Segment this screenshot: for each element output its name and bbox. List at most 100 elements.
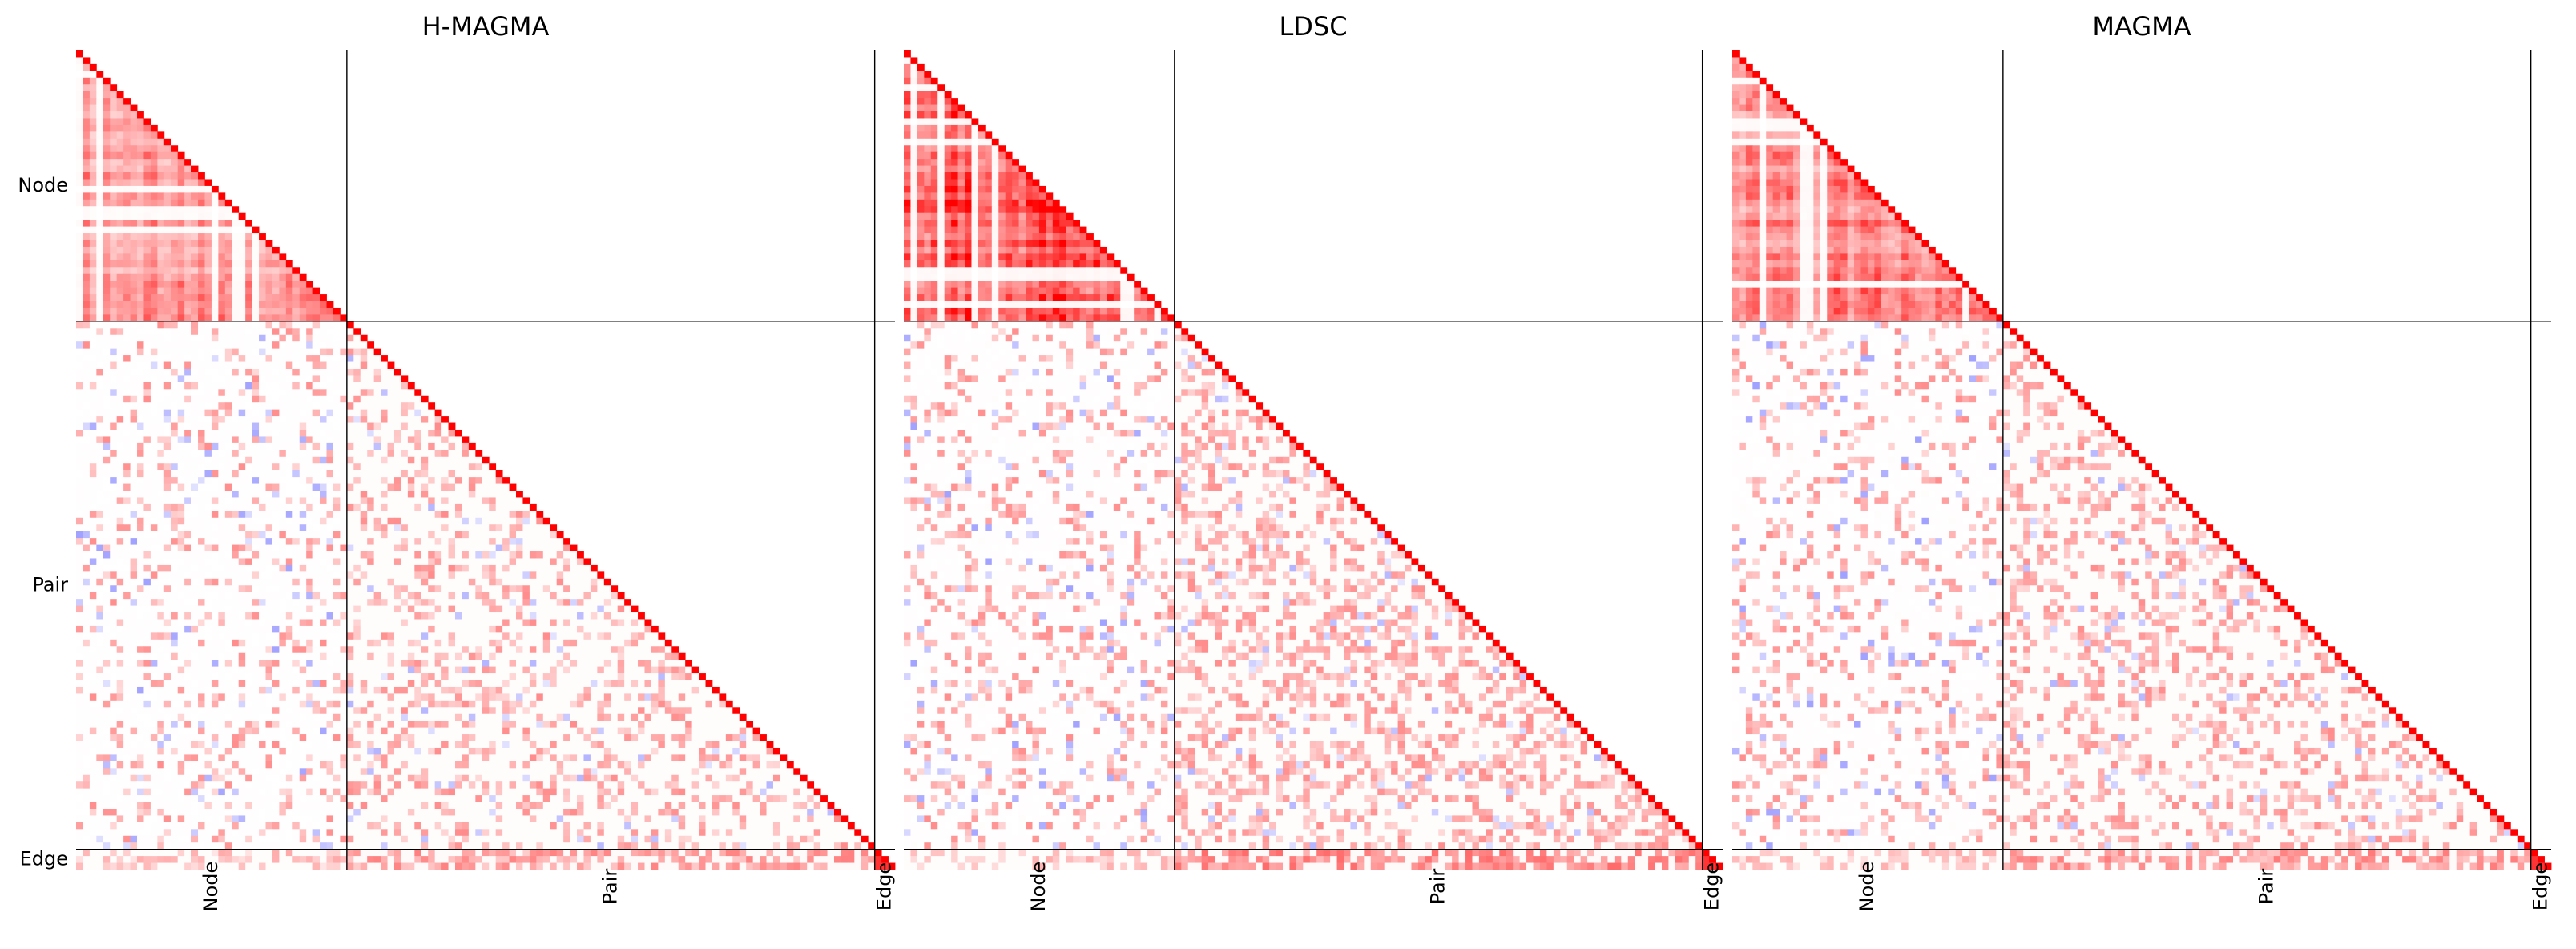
heatmap-cell [285, 348, 293, 356]
heatmap-cell [509, 503, 517, 511]
heatmap-cell [137, 172, 144, 180]
heatmap-cell [381, 517, 388, 525]
heatmap-cell [495, 477, 503, 484]
heatmap-cell [171, 660, 179, 668]
heatmap-cell [387, 646, 395, 654]
heatmap-cell [157, 524, 165, 532]
heatmap-cell [83, 544, 91, 552]
heatmap-cell [163, 287, 171, 295]
heatmap-cell [428, 409, 436, 417]
heatmap-cell [454, 531, 462, 539]
heatmap-cell [130, 625, 138, 633]
heatmap-cell [130, 673, 138, 680]
heatmap-cell [265, 646, 273, 654]
heatmap-cell [360, 503, 368, 511]
heatmap-cell [725, 713, 733, 721]
heatmap-cell [130, 212, 138, 220]
heatmap-cell [475, 578, 483, 586]
heatmap-cell [137, 646, 144, 654]
heatmap-cell [171, 199, 179, 207]
heatmap-cell [624, 619, 631, 627]
heatmap-cell [265, 321, 273, 329]
heatmap-cell [414, 416, 422, 423]
heatmap-cell [462, 592, 470, 600]
heatmap-cell [434, 483, 442, 491]
heatmap-cell [198, 287, 205, 295]
heatmap-cell [333, 402, 341, 410]
heatmap-cell [259, 287, 266, 295]
heatmap-cell [89, 531, 97, 539]
heatmap-cell [373, 470, 381, 478]
heatmap-cell [224, 639, 232, 647]
heatmap-cell [224, 206, 232, 214]
heatmap-cell [238, 301, 246, 309]
heatmap-cell [393, 456, 401, 464]
heatmap-cell [110, 240, 118, 248]
heatmap-cell [163, 199, 171, 207]
heatmap-cell [482, 571, 490, 579]
heatmap-cell [603, 605, 611, 613]
heatmap-cell [232, 429, 240, 437]
heatmap-cell [448, 599, 456, 606]
heatmap-cell [306, 307, 314, 315]
heatmap-cell [312, 619, 320, 627]
heatmap-cell [89, 131, 97, 139]
heatmap-cell [76, 707, 83, 715]
heatmap-cell [414, 564, 422, 572]
heatmap-cell [143, 321, 151, 329]
heatmap-cell [76, 220, 83, 228]
heatmap-cell [407, 605, 415, 613]
heatmap-cell [367, 578, 375, 586]
heatmap-cell [177, 368, 185, 376]
heatmap-cell [550, 660, 558, 668]
heatmap-cell [171, 185, 179, 193]
heatmap-cell [110, 503, 118, 511]
heatmap-cell [414, 632, 422, 640]
heatmap-cell [516, 511, 523, 519]
heatmap-cell [265, 639, 273, 647]
heatmap-cell [373, 511, 381, 519]
heatmap-cell [224, 721, 232, 729]
heatmap-cell [597, 673, 605, 680]
heatmap-cell [373, 409, 381, 417]
heatmap-cell [110, 686, 118, 694]
heatmap-cell [150, 660, 158, 668]
heatmap-cell [198, 666, 205, 674]
heatmap-cell [597, 592, 605, 600]
heatmap-cell [137, 652, 144, 660]
heatmap-cell [89, 138, 97, 146]
heatmap-cell [441, 422, 449, 430]
heatmap-cell [367, 348, 375, 356]
heatmap-cell [198, 707, 205, 715]
heatmap-cell [570, 619, 578, 627]
heatmap-cell [191, 206, 199, 214]
heatmap-cell [387, 693, 395, 701]
heatmap-cell [326, 592, 334, 600]
heatmap-cell [320, 477, 327, 484]
heatmap-cell [340, 666, 348, 674]
heatmap-cell [428, 531, 436, 539]
heatmap-cell [570, 564, 578, 572]
heatmap-cell [340, 483, 348, 491]
heatmap-cell [211, 680, 219, 688]
heatmap-cell [259, 497, 266, 505]
heatmap-cell [542, 524, 550, 532]
heatmap-cell [116, 571, 124, 579]
heatmap-cell [218, 246, 226, 254]
heatmap-cell [617, 605, 625, 613]
heatmap-cell [360, 639, 368, 647]
heatmap-cell [401, 382, 409, 390]
heatmap-cell [96, 538, 104, 545]
heatmap-cell [163, 233, 171, 240]
heatmap-cell [130, 281, 138, 289]
heatmap-cell [123, 686, 131, 694]
heatmap-cell [198, 517, 205, 525]
heatmap-cell [163, 531, 171, 539]
heatmap-cell [96, 517, 104, 525]
heatmap-cell [597, 585, 605, 593]
heatmap-cell [224, 314, 232, 322]
heatmap-cell [116, 287, 124, 295]
diagonal-cell [509, 483, 517, 491]
heatmap-cell [428, 511, 436, 519]
heatmap-cell [89, 185, 97, 193]
